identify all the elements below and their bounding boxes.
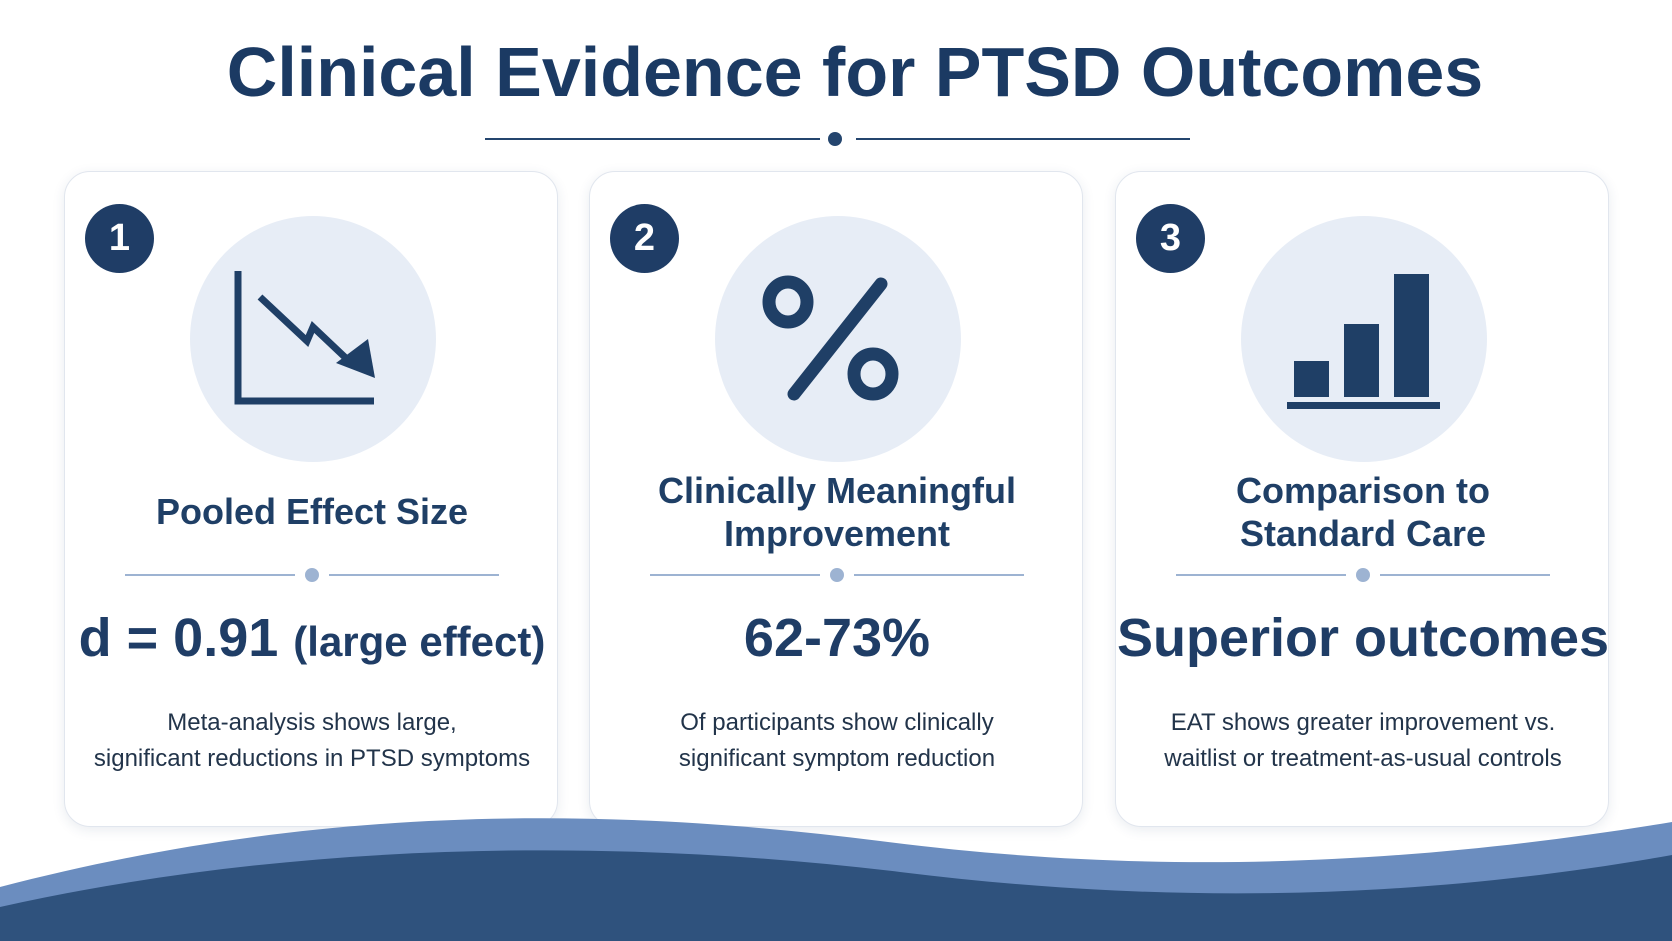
bar-chart-icon <box>1287 274 1440 409</box>
card-number-badge: 2 <box>610 204 679 273</box>
card-clinically-meaningful-improvement: 2 Clinically Meaningful Improvement 62-7… <box>589 171 1083 827</box>
card-divider <box>125 567 499 583</box>
card-divider-dot <box>1356 568 1370 582</box>
page-title: Clinical Evidence for PTSD Outcomes <box>226 33 1484 111</box>
card-title: Clinically Meaningful Improvement <box>610 469 1064 555</box>
card-description-line: Meta-analysis shows large, <box>167 709 457 736</box>
card-value-suffix: (large effect) <box>293 618 546 665</box>
card-divider-line-right <box>329 574 499 576</box>
card-value-main: 62-73% <box>743 608 931 668</box>
card-divider <box>650 567 1024 583</box>
card-divider-line-left <box>650 574 820 576</box>
title-divider <box>485 129 1190 149</box>
card-divider-line-left <box>125 574 295 576</box>
card-description: Meta-analysis shows large, significant r… <box>75 705 549 777</box>
icon-circle <box>715 216 961 462</box>
card-divider <box>1176 567 1550 583</box>
card-title: Pooled Effect Size <box>85 490 539 533</box>
title-divider-dot <box>828 132 842 146</box>
card-description-line: Of participants show clinically <box>680 709 994 736</box>
card-description: Of participants show clinically signific… <box>600 705 1074 777</box>
card-description-line: EAT shows greater improvement vs. <box>1170 709 1556 736</box>
card-number-badge: 3 <box>1136 204 1205 273</box>
card-value: d = 0.91 (large effect) <box>65 607 559 669</box>
icon-circle <box>1241 216 1487 462</box>
card-divider-line-left <box>1176 574 1346 576</box>
card-value-main: d = 0.91 <box>78 608 279 668</box>
title-divider-line-right <box>856 138 1190 140</box>
title-divider-line-left <box>485 138 820 140</box>
card-description-line: significant symptom reduction <box>678 745 996 772</box>
card-title-line: Standard Care <box>1239 513 1487 554</box>
card-title-line: Improvement <box>723 513 951 554</box>
percent-icon <box>762 275 899 401</box>
card-pooled-effect-size: 1 Pooled Effect Size d = 0.91 (large eff… <box>64 171 558 827</box>
declining-line-chart-icon <box>234 271 375 405</box>
card-divider-dot <box>830 568 844 582</box>
card-description-line: significant reductions in PTSD symptoms <box>93 745 531 772</box>
card-value: Superior outcomes <box>1116 607 1610 669</box>
card-title-line: Pooled Effect Size <box>155 491 469 532</box>
card-title-line: Clinically Meaningful <box>657 470 1017 511</box>
card-divider-dot <box>305 568 319 582</box>
card-title-line: Comparison to <box>1235 470 1490 511</box>
card-divider-line-right <box>854 574 1024 576</box>
card-description-line: waitlist or treatment-as-usual controls <box>1164 745 1562 772</box>
card-description: EAT shows greater improvement vs. waitli… <box>1126 705 1600 777</box>
card-divider-line-right <box>1380 574 1550 576</box>
card-number-badge: 1 <box>85 204 154 273</box>
decorative-wave <box>0 818 1672 941</box>
card-comparison-to-standard-care: 3 Comparison to Standard Care Superior o… <box>1115 171 1609 827</box>
card-value-main: Superior outcomes <box>1116 608 1610 668</box>
card-title: Comparison to Standard Care <box>1136 469 1590 555</box>
card-value: 62-73% <box>590 607 1084 669</box>
icon-circle <box>190 216 436 462</box>
